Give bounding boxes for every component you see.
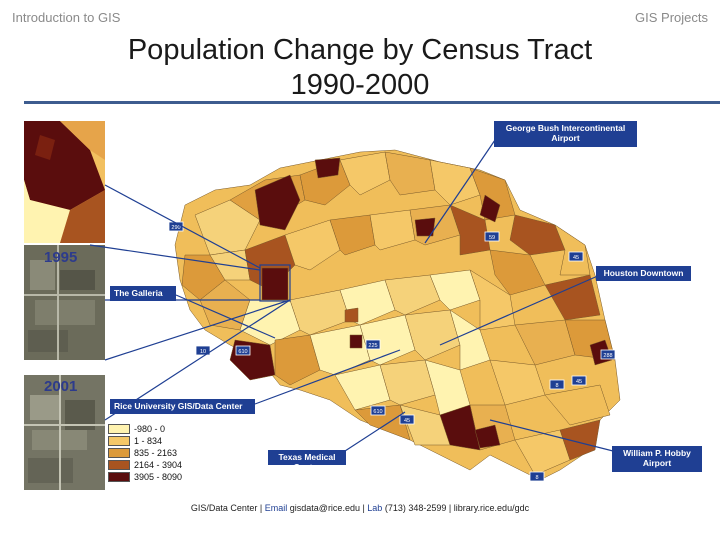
highway-shield-number: 45 [576,379,582,385]
legend-label: 2164 - 3904 [134,460,183,470]
highway-shield-number: 288 [603,353,612,359]
aerial-2001-inset [24,375,105,490]
highway-shield-number: 8 [555,383,558,389]
callout-rice-gis: Rice University GIS/Data Center [110,399,255,414]
callout-hobby-airport: William P. Hobby Airport [612,446,702,472]
callout-downtown: Houston Downtown [596,266,691,281]
map-legend: -980 - 0 1 - 834 835 - 2163 2164 - 3904 … [108,423,182,483]
callout-hobby-line2: Airport [642,458,672,468]
course-title: Introduction to GIS [12,10,121,25]
callout-leader-lines [89,139,618,453]
highway-shield-number: 59 [489,235,495,241]
galleria-zoom-inset [24,121,105,243]
legend-item: 1 - 834 [108,435,182,447]
legend-label: -980 - 0 [134,424,166,434]
highway-shield-number: 290 [171,225,180,231]
legend-label: 1 - 834 [134,436,163,446]
highway-shield-number: 45 [573,255,579,261]
highway-shield-number: 10 [200,349,206,355]
slide-title: Population Change by Census Tract [127,34,593,66]
legend-swatch [108,460,130,470]
callout-iah-line2: Airport [551,133,580,143]
legend-swatch [108,448,130,458]
footer-email: gisdata@rice.edu | [287,503,368,513]
galleria-highlight-box [259,264,291,302]
highway-shield-number: 610 [373,409,382,415]
highway-shield-number: 45 [404,418,410,424]
legend-item: 2164 - 3904 [108,459,182,471]
callout-hobby-line1: William P. Hobby [623,448,691,458]
legend-item: 3905 - 8090 [108,471,182,483]
legend-swatch [108,424,130,434]
aerial-1995-inset [24,245,105,360]
highway-shields: 290 59 45 10 610 225 288 8 45 610 45 8 [168,221,616,482]
footer-lab-link[interactable]: Lab [367,503,383,513]
highway-shield-number: 8 [535,475,538,481]
legend-item: -980 - 0 [108,423,182,435]
section-title: GIS Projects [635,10,708,25]
legend-label: 3905 - 8090 [134,472,183,482]
legend-swatch [108,436,130,446]
inset-year-1995: 1995 [44,249,78,266]
legend-label: 835 - 2163 [134,448,178,458]
callout-galleria: The Galleria [110,286,176,301]
slide-subtitle: 1990-2000 [290,69,430,101]
title-divider [24,101,720,104]
inset-year-2001: 2001 [44,378,78,395]
footer-contact: GIS/Data Center | Email gisdata@rice.edu… [0,503,720,513]
legend-item: 835 - 2163 [108,447,182,459]
highway-shield-number: 610 [238,349,247,355]
footer-email-link[interactable]: Email [264,503,288,513]
callout-medical-center: Texas Medical Center [268,450,346,472]
census-tract-choropleth [174,149,621,481]
callout-iah-line1: George Bush Intercontinental [505,123,626,133]
footer-org: GIS/Data Center | [190,503,265,513]
legend-swatch [108,472,130,482]
highway-shield-number: 225 [368,343,377,349]
callout-iah-airport: George Bush Intercontinental Airport [494,121,637,147]
footer-phone-url: (713) 348-2599 | library.rice.edu/gdc [382,503,530,513]
